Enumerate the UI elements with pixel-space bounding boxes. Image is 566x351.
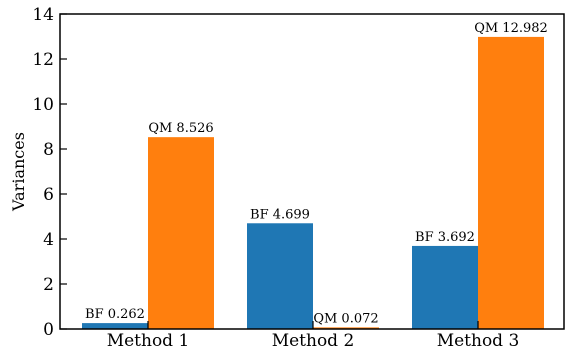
data-label-1-2: BF 4.699 <box>250 207 310 222</box>
bar-2-1 <box>148 137 214 329</box>
y-tick-label: 4 <box>43 230 54 250</box>
x-tick-label: Method 3 <box>437 331 520 351</box>
bars-group <box>82 36 544 329</box>
data-label-1-3: BF 3.692 <box>415 230 475 245</box>
y-tick-label: 2 <box>43 275 54 295</box>
bar-1-3 <box>412 245 478 329</box>
x-tick-label: Method 2 <box>272 331 355 351</box>
bar-2-2 <box>313 327 379 329</box>
data-label-2-2: QM 0.072 <box>313 311 378 326</box>
y-tick-label: 0 <box>43 320 54 340</box>
x-tick-label: Method 1 <box>107 331 190 351</box>
x-axis: Method 1 Method 2 Method 3 <box>107 321 520 351</box>
y-tick-label: 12 <box>32 50 54 70</box>
data-label-2-1: QM 8.526 <box>148 121 213 136</box>
bar-1-2 <box>247 223 313 329</box>
y-tick-label: 10 <box>32 95 54 115</box>
y-tick-label: 14 <box>32 5 54 25</box>
data-label-1-1: BF 0.262 <box>85 307 145 322</box>
data-label-2-3: QM 12.982 <box>474 21 548 36</box>
y-axis: 0 2 4 6 8 10 12 14 <box>32 5 67 340</box>
y-tick-label: 6 <box>43 185 54 205</box>
data-labels-group: BF 0.262 BF 4.699 BF 3.692 QM 8.526 QM 0.072… <box>85 21 548 326</box>
y-tick-label: 8 <box>43 140 54 160</box>
y-axis-label: Variances <box>9 132 28 212</box>
bar-1-1 <box>82 323 148 329</box>
bar-2-3 <box>478 36 544 329</box>
plot-frame <box>59 13 565 330</box>
